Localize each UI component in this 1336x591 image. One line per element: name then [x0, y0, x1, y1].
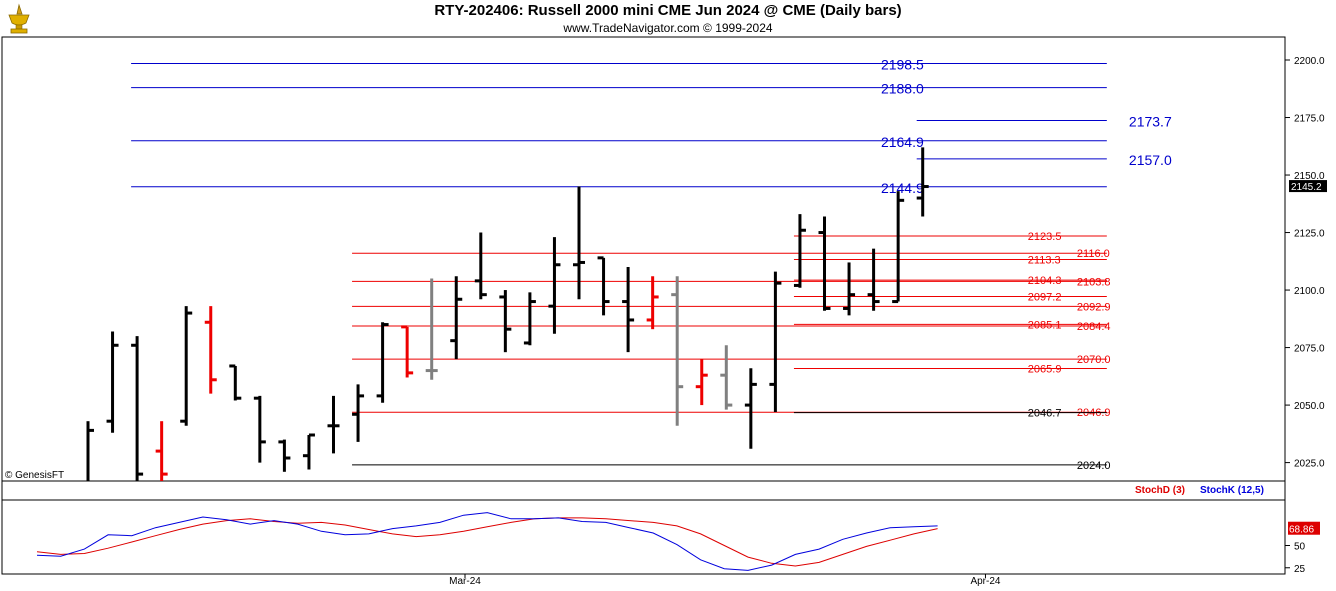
date-tick-label: Apr-24 — [970, 576, 1000, 587]
price-tick-label: 2050.0 — [1294, 401, 1325, 412]
stoch-line — [36, 517, 938, 567]
chart-title: RTY-202406: Russell 2000 mini CME Jun 20… — [434, 2, 902, 19]
price-tick-label: 2175.0 — [1294, 114, 1325, 125]
level-label: 2084.4 — [1077, 321, 1111, 333]
level-label: 2123.5 — [1028, 231, 1062, 243]
stochastic-panel: 25 50 StochD (3) StochK (12,5) 68.86 — [36, 485, 1320, 575]
support-resistance-levels: 2198.5 2188.0 2173.7 2164.9 2157.0 2144.9 2123… — [131, 56, 1172, 472]
price-tick-label: 2150.0 — [1294, 171, 1325, 182]
date-tick-label: Mar-24 — [449, 576, 481, 587]
level-label: 2070.0 — [1077, 354, 1111, 366]
date-axis: Mar-24 Apr-24 — [449, 574, 1001, 587]
genesis-watermark: © GenesisFT — [5, 470, 64, 481]
chart-subtitle: www.TradeNavigator.com © 1999-2024 — [563, 21, 773, 35]
level-label: 2103.8 — [1077, 276, 1111, 288]
level-label: 2113.3 — [1028, 254, 1061, 266]
level-label: 2097.2 — [1028, 291, 1062, 303]
ohlc-bars — [86, 147, 929, 481]
level-label: 2198.5 — [881, 56, 924, 72]
level-label: 2173.7 — [1129, 114, 1172, 130]
level-label: 2164.9 — [881, 134, 924, 150]
price-tick-label: 2025.0 — [1294, 459, 1325, 470]
price-tick-label: 2075.0 — [1294, 344, 1325, 355]
level-label: 2046.7 — [1028, 408, 1062, 420]
stoch-last-box — [1288, 521, 1320, 535]
price-panel-frame — [1, 36, 1286, 575]
level-label: 2065.9 — [1028, 364, 1062, 376]
level-label: 2085.1 — [1028, 319, 1062, 331]
stoch-last-label: 68.86 — [1289, 525, 1314, 536]
level-label: 2116.0 — [1077, 248, 1110, 260]
level-label: 2157.0 — [1129, 152, 1172, 168]
price-tick-label: 2100.0 — [1294, 286, 1325, 297]
level-label: 2144.9 — [881, 180, 924, 196]
legend-stochd: StochD (3) — [1135, 485, 1185, 496]
level-label: 2024.0 — [1077, 460, 1111, 472]
stoch-tick-label: 50 — [1294, 542, 1306, 553]
stoch-tick-label: 25 — [1294, 564, 1306, 575]
price-tick-label: 2200.0 — [1294, 56, 1325, 67]
level-label: 2092.9 — [1077, 301, 1111, 313]
last-price-label: 2145.2 — [1291, 182, 1322, 193]
price-tick-label: 2125.0 — [1294, 229, 1325, 240]
level-label: 2046.9 — [1077, 407, 1111, 419]
legend-stochk: StochK (12,5) — [1200, 485, 1264, 496]
stoch-panel-border — [1, 480, 1286, 575]
stoch-line — [36, 512, 938, 571]
price-axis: 2025.0 2050.0 2075.0 2100.0 2125.0 2150.0 2175… — [1285, 56, 1327, 470]
last-price-box — [1289, 180, 1327, 193]
level-label: 2188.0 — [881, 81, 924, 97]
trophy-logo-icon — [4, 3, 34, 35]
